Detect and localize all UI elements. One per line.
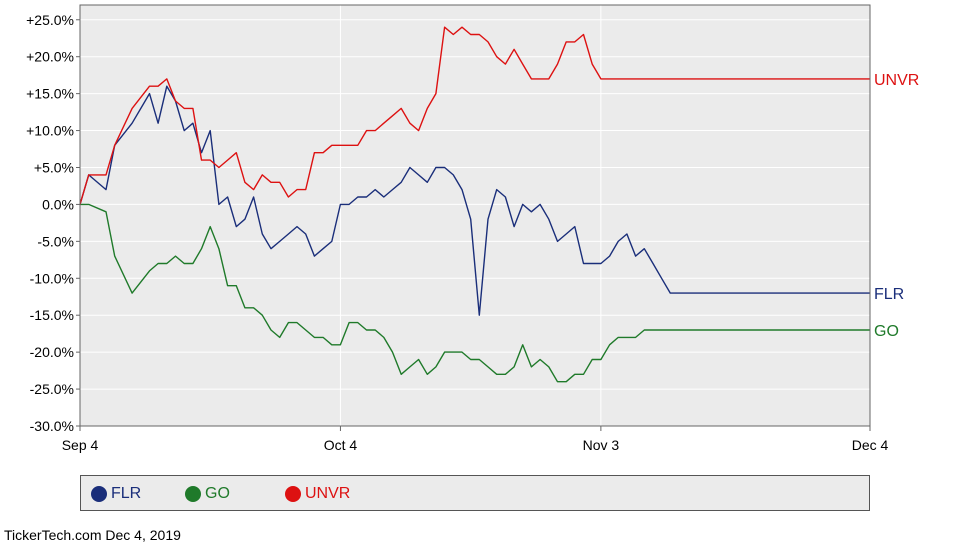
y-axis-ticks: +25.0% +20.0% +15.0% +10.0% +5.0% 0.0% -5.0% -1… — [26, 12, 80, 434]
legend-item-unvr: UNVR — [285, 484, 350, 504]
legend-dot-icon — [91, 486, 107, 502]
y-tick-label: +10.0% — [26, 123, 74, 139]
y-tick-label: -5.0% — [37, 233, 74, 249]
y-tick-label: +25.0% — [26, 12, 74, 28]
y-tick-label: -30.0% — [30, 418, 74, 434]
series-end-label-unvr: UNVR — [874, 72, 919, 89]
footer-credit: TickerTech.com Dec 4, 2019 — [4, 527, 181, 543]
series-line-go — [80, 203, 870, 383]
series-lines — [79, 26, 870, 383]
legend: FLR GO UNVR — [80, 475, 870, 511]
y-tick-label: +20.0% — [26, 49, 74, 65]
x-tick-label: Sep 4 — [62, 437, 99, 453]
y-tick-label: -15.0% — [30, 307, 74, 323]
legend-item-flr: FLR — [91, 484, 141, 504]
series-end-label-go: GO — [874, 323, 899, 340]
legend-label: UNVR — [305, 485, 351, 502]
legend-dot-icon — [285, 486, 301, 502]
legend-label: FLR — [111, 485, 142, 502]
y-tick-label: -10.0% — [30, 270, 74, 286]
legend-dot-icon — [185, 486, 201, 502]
legend-label: GO — [205, 485, 230, 502]
legend-item-go: GO — [185, 484, 230, 504]
x-tick-label: Dec 4 — [852, 437, 889, 453]
series-end-labels: FLR GO UNVR — [874, 72, 919, 340]
x-tick-label: Nov 3 — [583, 437, 620, 453]
plot-area — [80, 5, 870, 426]
y-tick-label: 0.0% — [42, 196, 74, 212]
series-line-flr — [79, 85, 870, 316]
y-tick-label: -20.0% — [30, 344, 74, 360]
series-end-label-flr: FLR — [874, 286, 904, 303]
y-tick-label: +5.0% — [34, 159, 74, 175]
x-tick-label: Oct 4 — [324, 437, 358, 453]
y-tick-label: -25.0% — [30, 381, 74, 397]
series-line-unvr — [79, 26, 870, 205]
y-tick-label: +15.0% — [26, 86, 74, 102]
plot-frame — [79, 4, 871, 427]
x-axis-ticks: Sep 4 Oct 4 Nov 3 Dec 4 — [62, 426, 889, 453]
